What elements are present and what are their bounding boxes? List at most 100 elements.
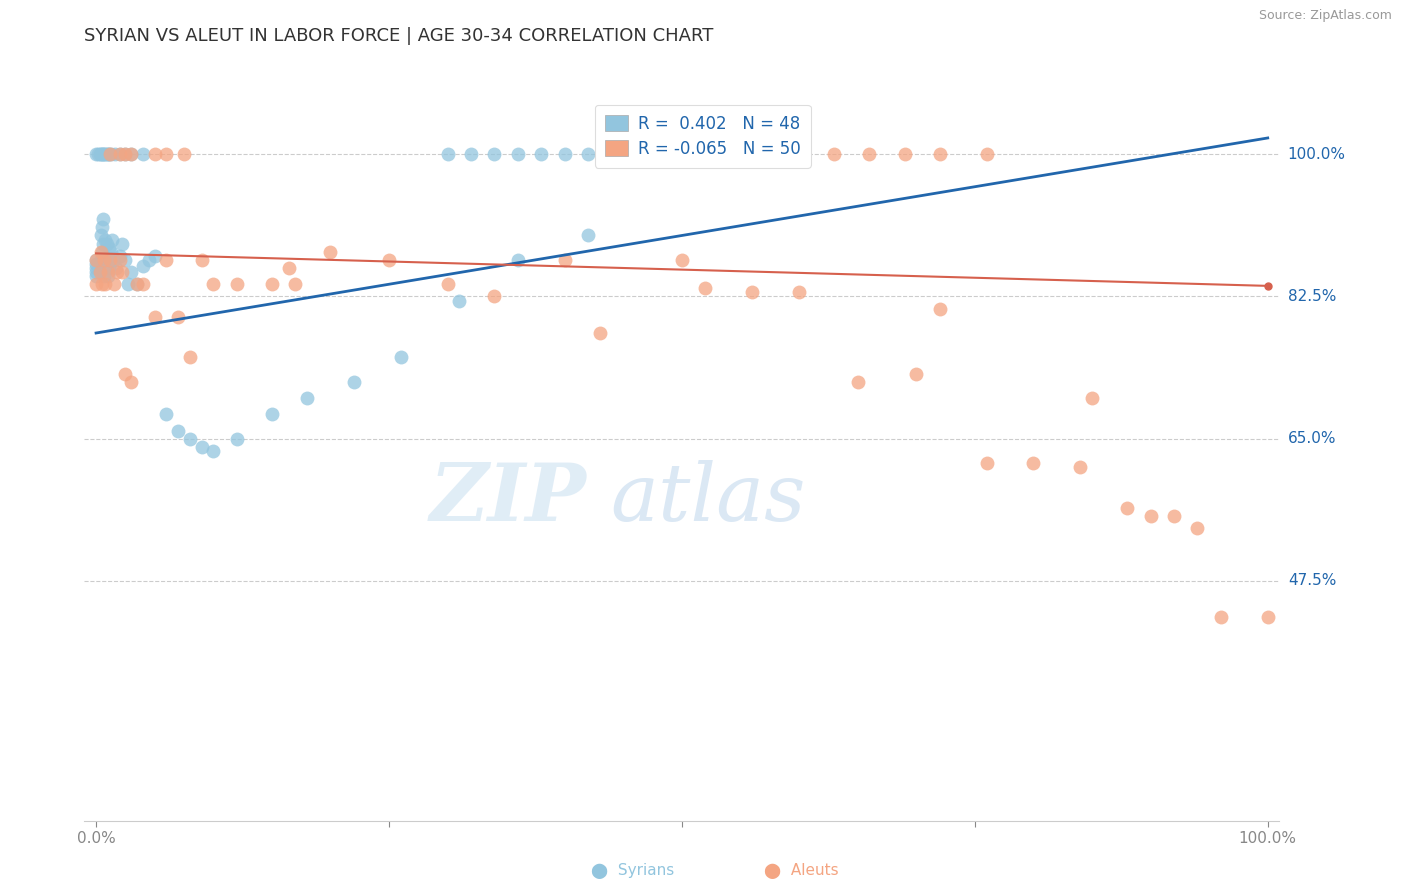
Point <box>167 424 190 438</box>
Point <box>295 391 318 405</box>
Point <box>155 407 177 421</box>
Point <box>90 228 112 243</box>
Point <box>93 269 115 284</box>
Point <box>97 252 120 267</box>
Point <box>278 260 301 275</box>
Point <box>91 147 114 161</box>
Point <box>1022 456 1045 470</box>
Text: ZIP: ZIP <box>429 460 586 538</box>
Point <box>260 407 283 421</box>
Point <box>858 147 880 161</box>
Point <box>155 147 177 161</box>
Point <box>90 147 114 161</box>
Point <box>104 147 127 161</box>
Point <box>100 147 122 161</box>
Point <box>120 147 142 161</box>
Point <box>105 260 127 275</box>
Point <box>90 252 112 267</box>
Text: ⬤  Syrians: ⬤ Syrians <box>591 863 675 879</box>
Point <box>117 277 139 292</box>
Point <box>111 265 134 279</box>
Point <box>94 252 117 267</box>
Point <box>1081 391 1104 405</box>
Point <box>928 301 950 316</box>
Point <box>120 265 142 279</box>
Point <box>84 269 107 284</box>
Point <box>132 147 155 161</box>
Point <box>389 351 412 365</box>
Point <box>1069 460 1091 475</box>
Point <box>108 249 131 263</box>
Point <box>143 249 166 263</box>
Text: ⬤  Aleuts: ⬤ Aleuts <box>763 863 839 879</box>
Point <box>98 252 121 267</box>
Point <box>190 252 212 267</box>
Point <box>96 257 118 271</box>
Point <box>84 257 107 271</box>
Point <box>108 147 131 161</box>
Text: SYRIAN VS ALEUT IN LABOR FORCE | AGE 30-34 CORRELATION CHART: SYRIAN VS ALEUT IN LABOR FORCE | AGE 30-… <box>84 27 714 45</box>
Point <box>173 147 195 161</box>
Point <box>600 147 623 161</box>
Point <box>554 252 576 267</box>
Point <box>108 252 131 267</box>
Point <box>484 289 506 303</box>
Point <box>319 244 342 259</box>
Point <box>1187 521 1209 535</box>
Point <box>343 375 366 389</box>
Point <box>787 285 810 300</box>
Point <box>114 147 136 161</box>
Point <box>103 252 125 267</box>
Point <box>179 351 201 365</box>
Point <box>179 432 201 446</box>
Point <box>132 277 155 292</box>
Point <box>449 293 471 308</box>
Point <box>695 281 717 295</box>
Point <box>91 212 114 227</box>
Text: Source: ZipAtlas.com: Source: ZipAtlas.com <box>1258 9 1392 22</box>
Point <box>138 252 160 267</box>
Point <box>90 244 114 259</box>
Point <box>100 244 122 259</box>
Point <box>554 147 576 161</box>
Point <box>93 147 115 161</box>
Point <box>506 147 529 161</box>
Point <box>225 277 247 292</box>
Point <box>93 252 115 267</box>
Point <box>127 277 149 292</box>
Point <box>671 252 693 267</box>
Point <box>436 277 458 292</box>
Point <box>976 147 998 161</box>
Point <box>96 147 118 161</box>
Point <box>530 147 553 161</box>
Point <box>202 277 225 292</box>
Point <box>1257 610 1279 624</box>
Point <box>506 252 529 267</box>
Point <box>84 147 107 161</box>
Point <box>132 260 155 274</box>
Point <box>167 310 190 324</box>
Point <box>776 147 799 161</box>
Point <box>120 147 142 161</box>
Point <box>90 147 112 161</box>
Point <box>90 244 112 259</box>
Point <box>378 252 401 267</box>
Point <box>84 252 107 267</box>
Point <box>98 147 121 161</box>
Point <box>976 456 998 470</box>
Point <box>846 375 869 389</box>
Point <box>97 265 120 279</box>
Point <box>143 310 166 324</box>
Point <box>484 147 506 161</box>
Point <box>90 277 114 292</box>
Point <box>260 277 283 292</box>
Point <box>155 252 177 267</box>
Point <box>90 220 114 235</box>
Legend: R =  0.402   N = 48, R = -0.065   N = 50: R = 0.402 N = 48, R = -0.065 N = 50 <box>595 105 811 168</box>
Point <box>752 147 775 161</box>
Point <box>928 147 950 161</box>
Text: 65.0%: 65.0% <box>1288 431 1336 446</box>
Point <box>1139 508 1161 523</box>
Point <box>94 233 117 247</box>
Point <box>93 252 115 267</box>
